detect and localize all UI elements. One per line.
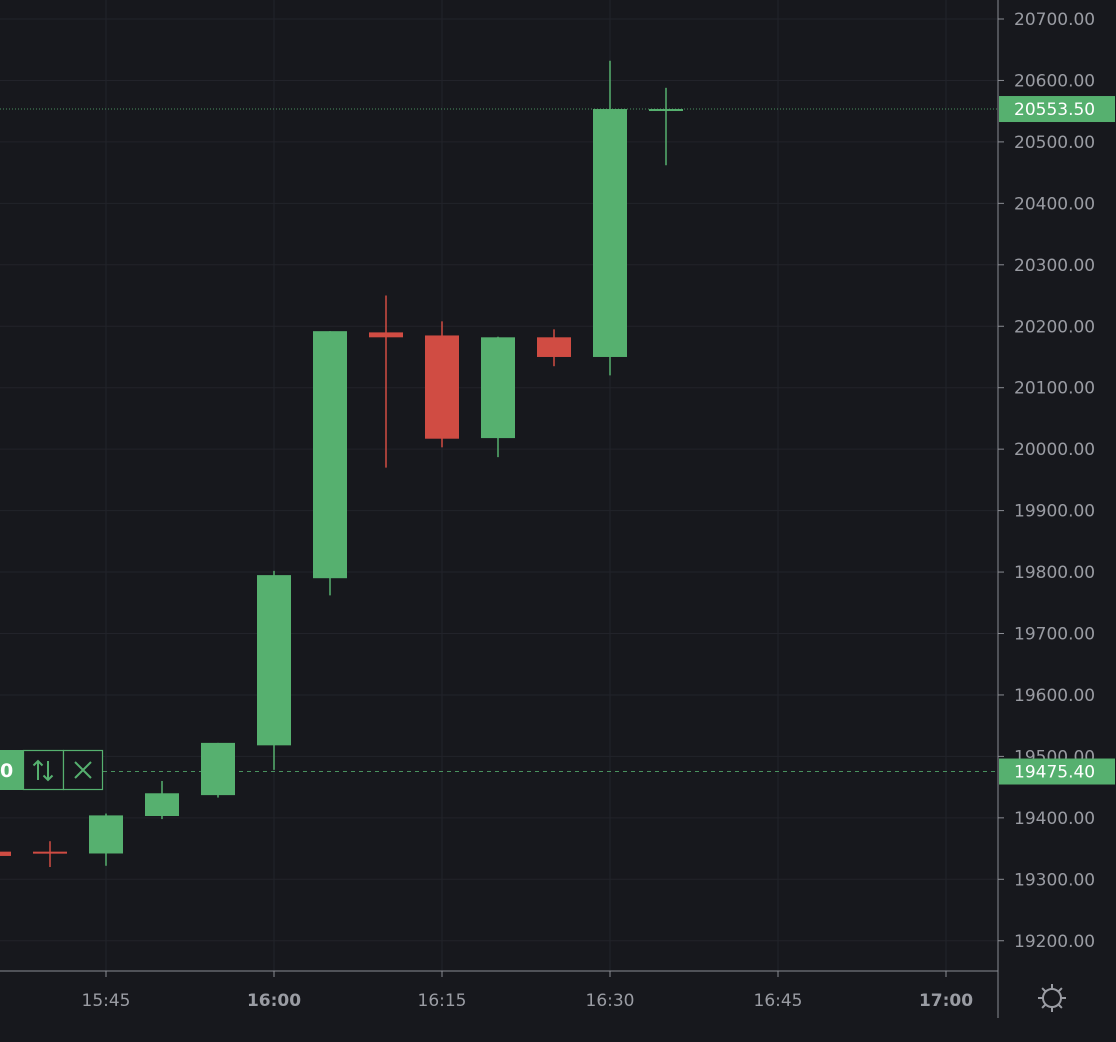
price-tick-label: 19300.00 — [1014, 870, 1095, 890]
price-tick-label: 19700.00 — [1014, 625, 1095, 645]
price-tick-label: 20500.00 — [1014, 133, 1095, 153]
last-price-label: 20553.50 — [1014, 100, 1095, 120]
order-price-label: 19475.40 — [1014, 763, 1095, 783]
up-down-arrows-icon — [32, 759, 54, 782]
time-tick-label: 15:45 — [82, 991, 131, 1011]
close-x-icon — [74, 761, 92, 779]
candle-body[interactable] — [425, 335, 459, 439]
price-tick-label: 20100.00 — [1014, 379, 1095, 399]
time-tick-label: 16:15 — [418, 991, 467, 1011]
candle-body[interactable] — [33, 851, 67, 854]
time-tick-label: 16:00 — [247, 991, 301, 1011]
order-price-label-box — [999, 758, 1115, 785]
price-tick-label: 20300.00 — [1014, 256, 1095, 276]
price-tick-label: 20000.00 — [1014, 440, 1095, 460]
gear-icon[interactable] — [1038, 984, 1066, 1012]
price-tick-label: 20400.00 — [1014, 194, 1095, 214]
candle-body[interactable] — [649, 109, 683, 112]
time-tick-label: 16:45 — [754, 991, 803, 1011]
candle-body[interactable] — [537, 337, 571, 357]
time-tick-label: 17:00 — [919, 991, 973, 1011]
candle-body[interactable] — [369, 332, 403, 338]
candle-body[interactable] — [201, 742, 235, 796]
reverse-order-button[interactable] — [22, 749, 65, 791]
candle-body[interactable] — [313, 331, 347, 579]
candle-body[interactable] — [257, 575, 291, 746]
order-qty-label: 0 — [0, 760, 13, 782]
price-tick-label: 19600.00 — [1014, 686, 1095, 706]
candle-body[interactable] — [89, 815, 123, 854]
candle-body[interactable] — [0, 851, 11, 856]
last-price-label-box — [999, 96, 1115, 123]
price-tick-label: 19900.00 — [1014, 502, 1095, 522]
candle-body[interactable] — [481, 337, 515, 439]
candle-body[interactable] — [593, 109, 627, 357]
candle-body[interactable] — [145, 793, 179, 817]
price-tick-label: 19400.00 — [1014, 809, 1095, 829]
time-tick-label: 16:30 — [586, 991, 635, 1011]
price-tick-label: 19800.00 — [1014, 563, 1095, 583]
order-qty-box[interactable] — [0, 750, 23, 790]
price-tick-label: 20700.00 — [1014, 10, 1095, 30]
price-tick-label: 20200.00 — [1014, 317, 1095, 337]
price-tick-label: 20600.00 — [1014, 71, 1095, 91]
price-tick-label: 19200.00 — [1014, 932, 1095, 952]
